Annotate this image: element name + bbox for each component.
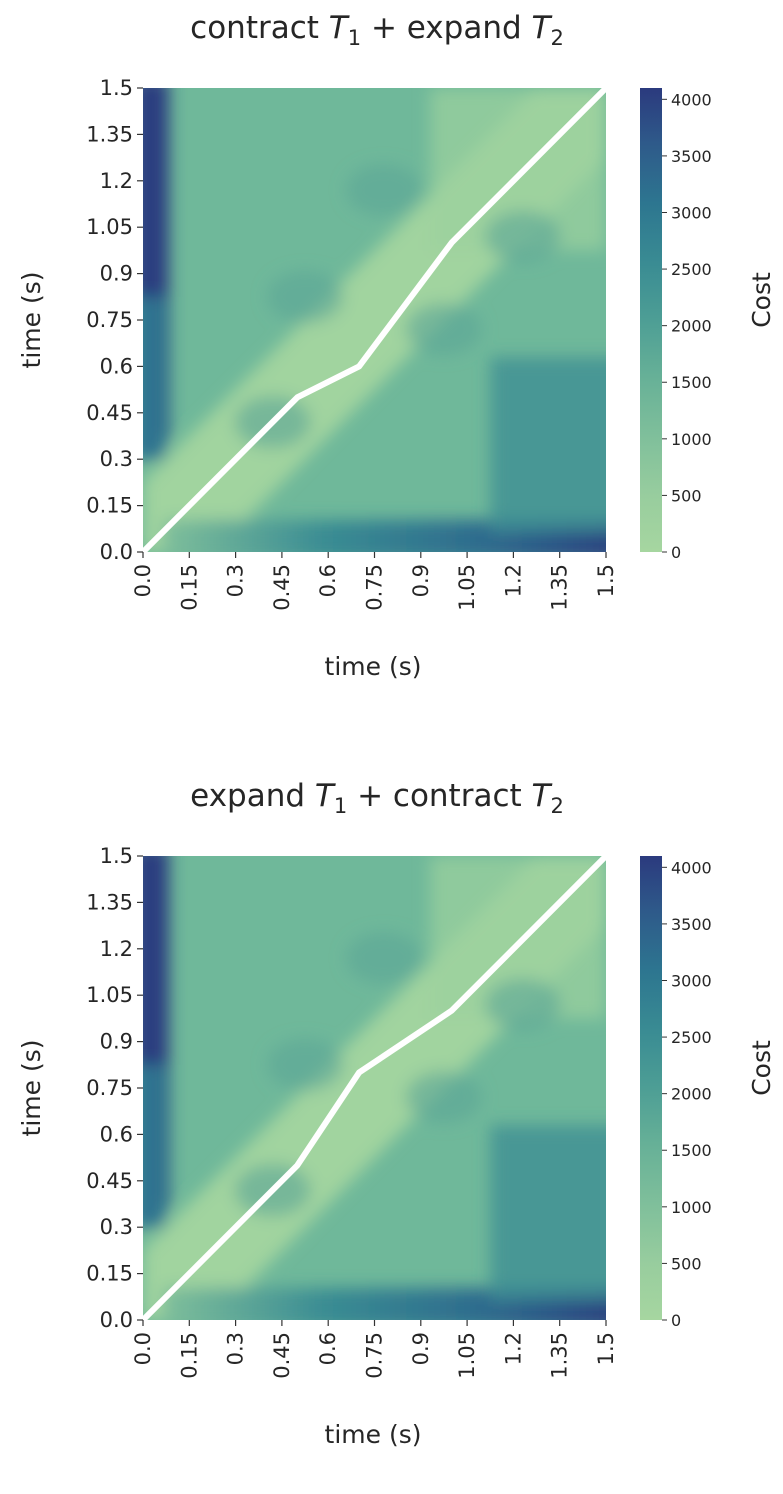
x-tick-label: 0.9: [409, 564, 433, 597]
x-tick-label: 0.75: [363, 564, 387, 611]
chart-title: expand T1 + contract T2: [190, 778, 564, 818]
colorbar: [640, 856, 662, 1320]
y-tick-label: 1.35: [86, 122, 133, 146]
colorbar-tick-label: 500: [671, 486, 702, 505]
colorbar-tick-label: 2000: [671, 1085, 712, 1104]
y-tick-label: 1.2: [100, 169, 133, 193]
alignment-path: [140, 853, 609, 1323]
colorbar-tick-label: 3500: [671, 147, 712, 166]
x-tick-label: 1.35: [548, 1332, 572, 1379]
y-tick-label: 0.75: [86, 308, 133, 332]
x-tick-label: 0.3: [224, 1332, 248, 1365]
x-axis-label: time (s): [325, 1420, 422, 1449]
alignment-path: [140, 85, 609, 555]
x-tick-label: 1.5: [594, 564, 618, 597]
y-tick-label: 0.6: [100, 354, 133, 378]
y-tick-label: 1.5: [100, 844, 133, 868]
y-tick-label: 0.6: [100, 1122, 133, 1146]
colorbar-tick-label: 0: [671, 1311, 681, 1330]
colorbar-tick-label: 1000: [671, 430, 712, 449]
x-tick-label: 1.35: [548, 564, 572, 611]
x-tick-label: 0.45: [270, 564, 294, 611]
colorbar-label: Cost: [747, 272, 776, 328]
x-tick-label: 0.15: [177, 564, 201, 611]
colorbar-tick-label: 1000: [671, 1198, 712, 1217]
x-tick-label: 0.15: [177, 1332, 201, 1379]
colorbar-tick-label: 2500: [671, 260, 712, 279]
colorbar-tick-label: 3000: [671, 971, 712, 990]
y-tick-label: 0.3: [100, 1215, 133, 1239]
y-tick-label: 0.15: [86, 494, 133, 518]
y-tick-label: 1.05: [86, 215, 133, 239]
x-tick-label: 0.6: [316, 1332, 340, 1365]
y-tick-label: 0.9: [100, 1030, 133, 1054]
x-tick-label: 1.2: [501, 1332, 525, 1365]
x-tick-label: 0.75: [363, 1332, 387, 1379]
x-tick-label: 0.9: [409, 1332, 433, 1365]
y-tick-label: 0.0: [100, 540, 133, 564]
y-tick-label: 1.2: [100, 937, 133, 961]
chart-panel-top: contract T1 + expand T2 time (s) time (s…: [0, 0, 783, 726]
y-axis-label: time (s): [17, 1040, 46, 1137]
chart-panel-bottom: expand T1 + contract T2 time (s) time (s…: [0, 768, 783, 1494]
colorbar-tick-label: 3500: [671, 915, 712, 934]
colorbar-tick-label: 2000: [671, 317, 712, 336]
x-tick-label: 0.6: [316, 564, 340, 597]
colorbar-tick-label: 3000: [671, 203, 712, 222]
x-tick-label: 1.2: [501, 564, 525, 597]
colorbar-label: Cost: [747, 1040, 776, 1096]
y-tick-label: 0.45: [86, 401, 133, 425]
chart-title: contract T1 + expand T2: [190, 10, 564, 50]
y-tick-label: 0.9: [100, 262, 133, 286]
x-tick-label: 1.05: [455, 1332, 479, 1379]
y-tick-label: 1.35: [86, 890, 133, 914]
y-tick-label: 0.45: [86, 1169, 133, 1193]
x-tick-label: 0.45: [270, 1332, 294, 1379]
heatmap-chart-expand-contract: expand T1 + contract T2 time (s) time (s…: [17, 778, 776, 1449]
y-tick-label: 1.5: [100, 76, 133, 100]
y-axis-label: time (s): [17, 272, 46, 369]
colorbar-tick-label: 500: [671, 1254, 702, 1273]
colorbar-tick-label: 1500: [671, 373, 712, 392]
colorbar-tick-label: 0: [671, 543, 681, 562]
colorbar-tick-label: 4000: [671, 90, 712, 109]
colorbar: [640, 88, 662, 552]
y-tick-label: 1.05: [86, 983, 133, 1007]
x-tick-label: 1.05: [455, 564, 479, 611]
colorbar-tick-label: 2500: [671, 1028, 712, 1047]
x-tick-label: 1.5: [594, 1332, 618, 1365]
heatmap-chart-contract-expand: contract T1 + expand T2 time (s) time (s…: [17, 10, 776, 681]
y-tick-label: 0.0: [100, 1308, 133, 1332]
x-tick-label: 0.0: [131, 1332, 155, 1365]
x-tick-label: 0.0: [131, 564, 155, 597]
y-tick-label: 0.75: [86, 1076, 133, 1100]
x-axis-label: time (s): [325, 652, 422, 681]
y-tick-label: 0.3: [100, 447, 133, 471]
x-tick-label: 0.3: [224, 564, 248, 597]
colorbar-tick-label: 1500: [671, 1141, 712, 1160]
colorbar-tick-label: 4000: [671, 858, 712, 877]
y-tick-label: 0.15: [86, 1262, 133, 1286]
